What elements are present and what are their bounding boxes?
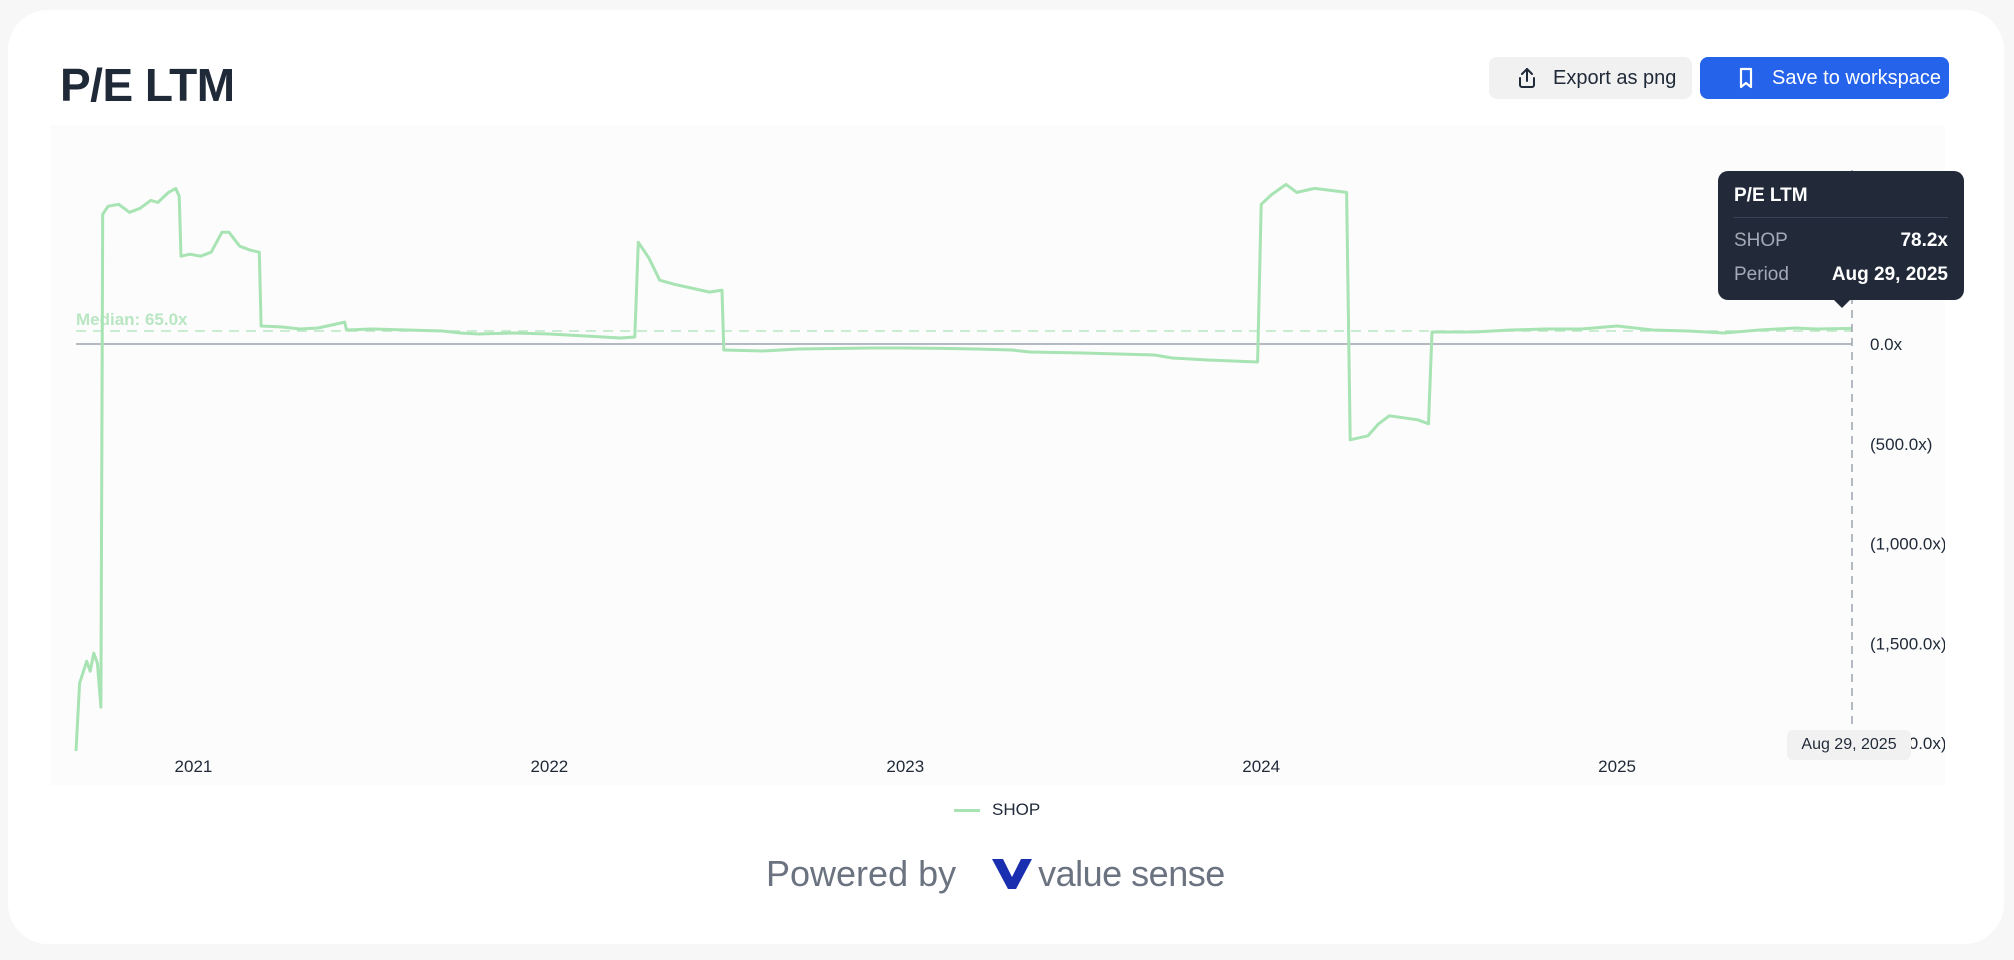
page-title: P/E LTM [60, 59, 235, 111]
legend-swatch [954, 808, 980, 812]
y-tick-label: (500.0x) [1870, 435, 1932, 454]
x-tick-label: 2023 [886, 757, 924, 776]
export-png-button[interactable]: Export as png [1489, 57, 1692, 99]
x-tick-label: 2024 [1242, 757, 1280, 776]
series-line-shop [74, 182, 1853, 752]
tooltip-series-value: 78.2x [1900, 230, 1948, 251]
value-sense-logo-icon [990, 857, 1034, 891]
pe-ltm-line-chart: Median: 65.0x 0.0x (500.0x) (1,000.0x) (1,50… [74, 170, 1945, 776]
x-tick-label: 2022 [530, 757, 568, 776]
upload-share-icon [1515, 66, 1539, 90]
tooltip-series-row: SHOP 78.2x [1734, 230, 1948, 252]
y-tick-label: 0.0x [1870, 335, 1903, 354]
export-button-label: Export as png [1553, 66, 1677, 89]
chart-plot-area[interactable]: Median: 65.0x 0.0x (500.0x) (1,000.0x) (1,50… [50, 125, 1945, 785]
tooltip-period-row: Period Aug 29, 2025 [1734, 264, 1948, 286]
x-tick-label: 2025 [1598, 757, 1636, 776]
tooltip-series-label: SHOP [1734, 230, 1788, 251]
bookmark-icon [1734, 66, 1758, 90]
x-tick-label: 2021 [175, 757, 213, 776]
save-to-workspace-button[interactable]: Save to workspace [1700, 57, 1949, 99]
crosshair-date-badge: Aug 29, 2025 [1787, 730, 1911, 760]
powered-by-text: Powered by [766, 853, 957, 894]
tooltip-period-label: Period [1734, 264, 1789, 285]
median-label: Median: 65.0x [76, 310, 188, 329]
tooltip-title: P/E LTM [1734, 185, 1948, 218]
legend-label: SHOP [992, 800, 1041, 819]
powered-by-footer: Powered by value sense [766, 853, 1225, 895]
tooltip-period-value: Aug 29, 2025 [1831, 264, 1948, 285]
y-tick-label: (1,000.0x) [1870, 535, 1945, 554]
tooltip-arrow [1834, 300, 1850, 308]
save-button-label: Save to workspace [1772, 66, 1941, 89]
chart-legend[interactable]: SHOP [954, 800, 1040, 820]
chart-tooltip: P/E LTM SHOP 78.2x Period Aug 29, 2025 [1718, 171, 1964, 308]
y-tick-label: (1,500.0x) [1870, 634, 1945, 653]
brand-name: value sense [1038, 853, 1225, 894]
